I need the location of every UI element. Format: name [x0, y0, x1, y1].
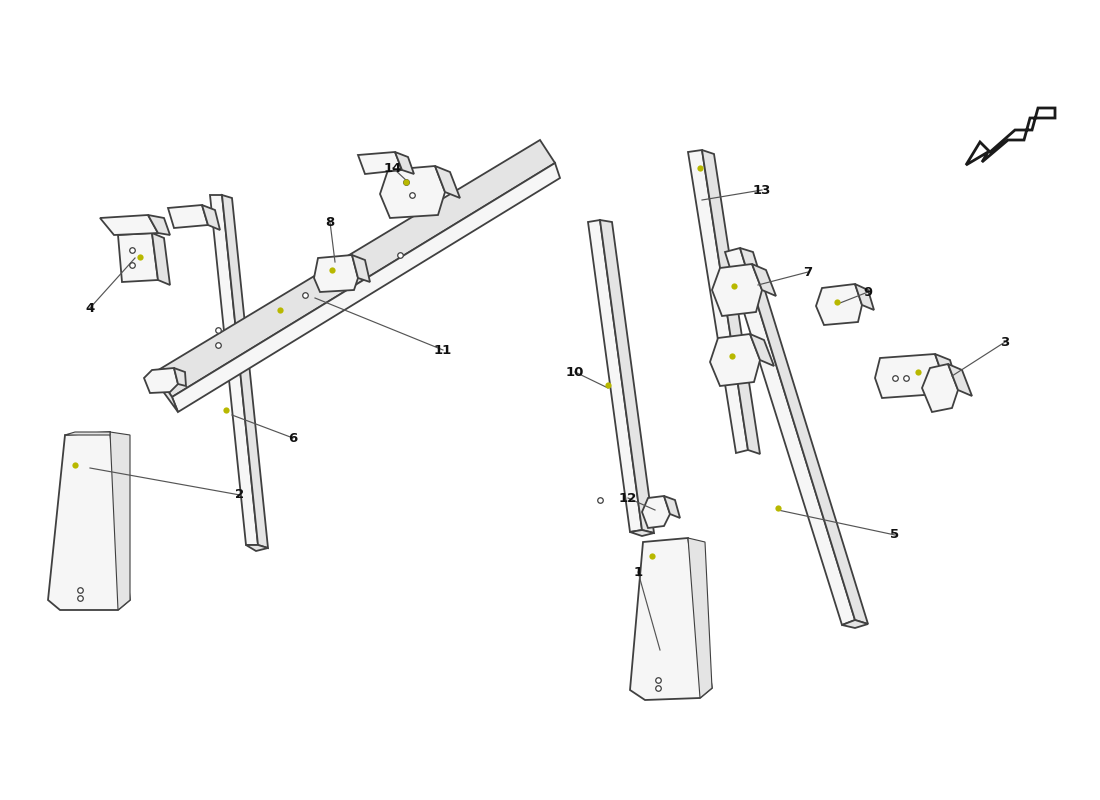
Polygon shape — [750, 334, 774, 366]
Polygon shape — [816, 284, 862, 325]
Text: 3: 3 — [1000, 335, 1010, 349]
Polygon shape — [118, 233, 158, 282]
Text: 4: 4 — [86, 302, 95, 314]
Polygon shape — [210, 195, 258, 545]
Polygon shape — [752, 264, 776, 296]
Polygon shape — [740, 248, 868, 624]
Polygon shape — [65, 432, 110, 435]
Polygon shape — [966, 108, 1055, 165]
Text: 5: 5 — [890, 529, 900, 542]
Polygon shape — [948, 364, 972, 396]
Polygon shape — [710, 334, 760, 386]
Polygon shape — [379, 166, 446, 218]
Polygon shape — [314, 255, 358, 292]
Polygon shape — [152, 233, 170, 285]
Text: 1: 1 — [634, 566, 642, 578]
Polygon shape — [155, 372, 178, 412]
Polygon shape — [100, 215, 158, 235]
Polygon shape — [168, 205, 208, 228]
Text: 8: 8 — [326, 215, 334, 229]
Text: 10: 10 — [565, 366, 584, 378]
Polygon shape — [358, 152, 402, 174]
Polygon shape — [702, 150, 760, 454]
Polygon shape — [630, 530, 654, 536]
Polygon shape — [352, 255, 370, 282]
Polygon shape — [855, 284, 875, 310]
Polygon shape — [588, 220, 642, 532]
Polygon shape — [642, 496, 670, 528]
Polygon shape — [725, 248, 855, 625]
Polygon shape — [874, 354, 942, 398]
Polygon shape — [712, 264, 762, 316]
Text: 6: 6 — [288, 431, 298, 445]
Polygon shape — [144, 368, 178, 393]
Text: 13: 13 — [752, 183, 771, 197]
Polygon shape — [172, 163, 560, 412]
Polygon shape — [688, 150, 748, 453]
Polygon shape — [222, 195, 268, 548]
Polygon shape — [48, 432, 130, 610]
Text: 7: 7 — [803, 266, 813, 278]
Polygon shape — [688, 538, 712, 698]
Polygon shape — [664, 496, 680, 518]
Polygon shape — [148, 215, 170, 235]
Polygon shape — [630, 538, 712, 700]
Polygon shape — [434, 166, 460, 198]
Polygon shape — [174, 368, 186, 386]
Text: 14: 14 — [384, 162, 403, 174]
Polygon shape — [155, 140, 556, 397]
Polygon shape — [202, 205, 220, 230]
Polygon shape — [922, 364, 958, 412]
Polygon shape — [842, 620, 868, 628]
Polygon shape — [395, 152, 414, 174]
Polygon shape — [110, 432, 130, 610]
Polygon shape — [246, 545, 268, 551]
Polygon shape — [600, 220, 654, 533]
Text: 2: 2 — [235, 489, 244, 502]
Polygon shape — [935, 354, 956, 380]
Text: 9: 9 — [864, 286, 872, 298]
Text: 11: 11 — [433, 343, 452, 357]
Text: 12: 12 — [619, 491, 637, 505]
